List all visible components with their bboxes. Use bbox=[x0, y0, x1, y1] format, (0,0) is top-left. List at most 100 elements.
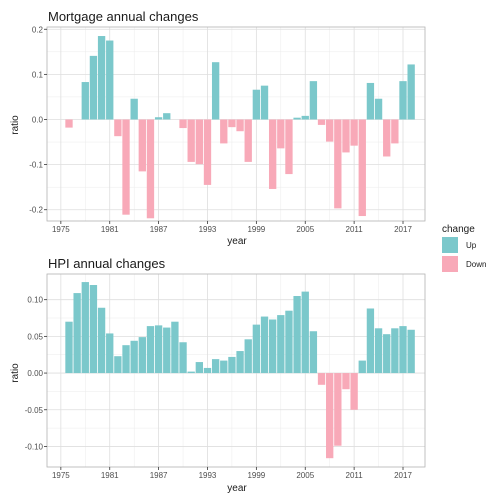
mortgage-bar bbox=[195, 119, 204, 165]
mortgage-bar bbox=[211, 62, 220, 120]
hpi-bar bbox=[309, 331, 318, 374]
hpi-y-tick-label: 0.05 bbox=[27, 332, 43, 341]
mortgage-bar bbox=[138, 119, 146, 172]
hpi-bar bbox=[236, 351, 244, 374]
hpi-bar bbox=[399, 326, 407, 374]
mortgage-bar bbox=[350, 119, 358, 146]
mortgage-bar bbox=[130, 98, 138, 120]
hpi-bar bbox=[187, 371, 195, 374]
hpi-bar bbox=[285, 310, 293, 374]
hpi-bar bbox=[252, 324, 261, 374]
mortgage-x-tick-label: 1981 bbox=[101, 225, 119, 234]
hpi-bar bbox=[326, 373, 334, 459]
hpi-x-tick-label: 1999 bbox=[247, 471, 265, 480]
mortgage-bar bbox=[65, 119, 73, 128]
mortgage-bar bbox=[391, 119, 399, 144]
hpi-bar bbox=[146, 326, 155, 374]
hpi-y-tick-label: -0.05 bbox=[25, 406, 44, 415]
hpi-x-tick-label: 2005 bbox=[296, 471, 314, 480]
hpi-bar bbox=[154, 325, 163, 374]
hpi-bar bbox=[228, 356, 236, 374]
mortgage-bar bbox=[203, 119, 212, 185]
hpi-x-tick-label: 2017 bbox=[394, 471, 412, 480]
mortgage-bar bbox=[89, 55, 98, 120]
hpi-bar bbox=[374, 328, 383, 374]
mortgage-bar bbox=[146, 119, 155, 219]
mortgage-y-tick-label: 0.1 bbox=[32, 70, 44, 79]
legend-label-down: Down bbox=[466, 260, 486, 269]
hpi-bar bbox=[277, 315, 285, 374]
mortgage-bar bbox=[122, 119, 130, 215]
mortgage-bar bbox=[383, 119, 391, 157]
mortgage-x-tick-label: 1987 bbox=[150, 225, 168, 234]
hpi-bar bbox=[342, 373, 350, 390]
mortgage-bar bbox=[301, 115, 309, 120]
hpi-bar bbox=[114, 356, 122, 374]
hpi-bar bbox=[106, 333, 114, 374]
mortgage-bar bbox=[228, 119, 236, 128]
mortgage-x-tick-label: 2017 bbox=[394, 225, 412, 234]
mortgage-bar bbox=[220, 119, 228, 144]
hpi-x-tick-label: 1993 bbox=[199, 471, 217, 480]
mortgage-bar bbox=[374, 98, 383, 120]
mortgage-x-tick-label: 1993 bbox=[199, 225, 217, 234]
hpi-bar bbox=[73, 293, 81, 374]
hpi-x-tick-label: 1987 bbox=[150, 471, 168, 480]
hpi-bar bbox=[220, 360, 228, 374]
hpi-y-tick-label: 0.10 bbox=[27, 296, 43, 305]
hpi-bar bbox=[350, 373, 358, 410]
hpi-x-axis-title: year bbox=[227, 483, 247, 494]
hpi-bar bbox=[260, 316, 269, 374]
hpi-chart-panel: HPI annual changes 1975 1981 1987 1993 1999 2… bbox=[10, 256, 426, 494]
mortgage-bar bbox=[342, 119, 350, 153]
mortgage-y-tick-label: -0.1 bbox=[29, 161, 43, 170]
hpi-x-tick-label: 2011 bbox=[346, 471, 364, 480]
legend-swatch-down bbox=[442, 256, 458, 272]
mortgage-bar bbox=[326, 119, 334, 142]
mortgage-bar bbox=[293, 117, 301, 120]
mortgage-bar bbox=[114, 119, 122, 137]
mortgage-bar bbox=[244, 119, 252, 162]
mortgage-bar bbox=[81, 82, 89, 120]
hpi-bar bbox=[122, 345, 130, 374]
mortgage-bar bbox=[277, 119, 285, 149]
mortgage-y-tick-label: -0.2 bbox=[29, 206, 43, 215]
mortgage-bar bbox=[97, 36, 106, 120]
mortgage-bar bbox=[268, 119, 277, 189]
hpi-bar bbox=[244, 339, 252, 374]
hpi-y-axis-title: ratio bbox=[10, 363, 21, 383]
mortgage-x-tick-label: 1975 bbox=[52, 225, 70, 234]
hpi-bar bbox=[179, 342, 187, 374]
hpi-plot-border bbox=[46, 273, 426, 468]
hpi-bar bbox=[65, 321, 73, 374]
mortgage-bar bbox=[358, 119, 366, 217]
hpi-bar bbox=[97, 307, 106, 374]
mortgage-bar bbox=[399, 81, 407, 120]
hpi-bar bbox=[138, 337, 146, 374]
mortgage-y-tick-label: 0.0 bbox=[32, 115, 44, 124]
hpi-bar bbox=[334, 373, 342, 446]
mortgage-bar bbox=[366, 82, 375, 120]
mortgage-bar bbox=[106, 40, 114, 120]
hpi-bar bbox=[268, 319, 277, 374]
mortgage-x-tick-label: 2011 bbox=[346, 225, 364, 234]
hpi-bar bbox=[391, 328, 399, 374]
mortgage-bar bbox=[260, 85, 269, 120]
mortgage-plot-border bbox=[46, 26, 426, 222]
hpi-y-tick-label: 0.00 bbox=[27, 369, 43, 378]
legend-swatch-up bbox=[442, 237, 458, 253]
hpi-x-tick-label: 1981 bbox=[101, 471, 119, 480]
hpi-bar bbox=[163, 327, 171, 374]
mortgage-bar bbox=[317, 119, 326, 125]
mortgage-bar bbox=[179, 119, 187, 129]
mortgage-bar bbox=[407, 64, 415, 120]
hpi-bar bbox=[366, 308, 375, 374]
hpi-bar bbox=[203, 367, 212, 374]
hpi-bar bbox=[89, 285, 98, 374]
mortgage-bar bbox=[285, 119, 293, 175]
legend-title: change bbox=[442, 224, 475, 235]
mortgage-x-tick-label: 1999 bbox=[247, 225, 265, 234]
hpi-bar bbox=[293, 296, 301, 374]
hpi-bar bbox=[211, 359, 220, 374]
hpi-bar bbox=[130, 340, 138, 374]
